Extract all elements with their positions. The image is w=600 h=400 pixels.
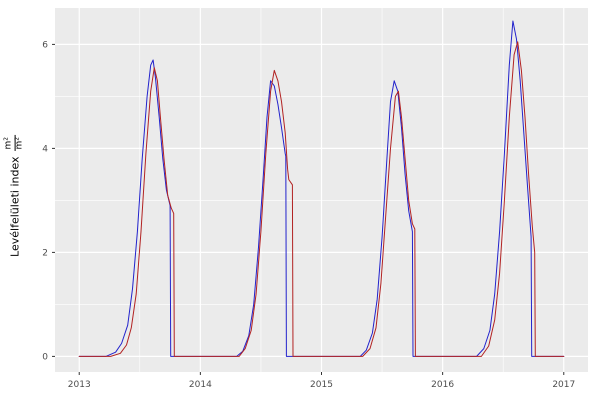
blue-series-line (78, 20, 565, 357)
y-tick-label: 0 (42, 352, 48, 362)
y-axis-unit-fraction: m² m² (4, 135, 26, 152)
x-tick-label: 2017 (552, 380, 575, 390)
y-tick-label: 6 (42, 40, 48, 50)
x-tick-label: 2016 (431, 380, 454, 390)
y-tick-label: 4 (42, 144, 48, 154)
y-axis-title: Levélfelületi index m² m² (4, 135, 26, 257)
red-series-line (78, 41, 565, 357)
x-tick-label: 2014 (189, 380, 212, 390)
x-tick-label: 2013 (68, 380, 91, 390)
y-axis-unit-denominator: m² (14, 137, 25, 150)
y-axis-title-text: Levélfelületi index (8, 156, 22, 257)
x-tick-label: 2015 (310, 380, 333, 390)
y-tick-label: 2 (42, 248, 48, 258)
